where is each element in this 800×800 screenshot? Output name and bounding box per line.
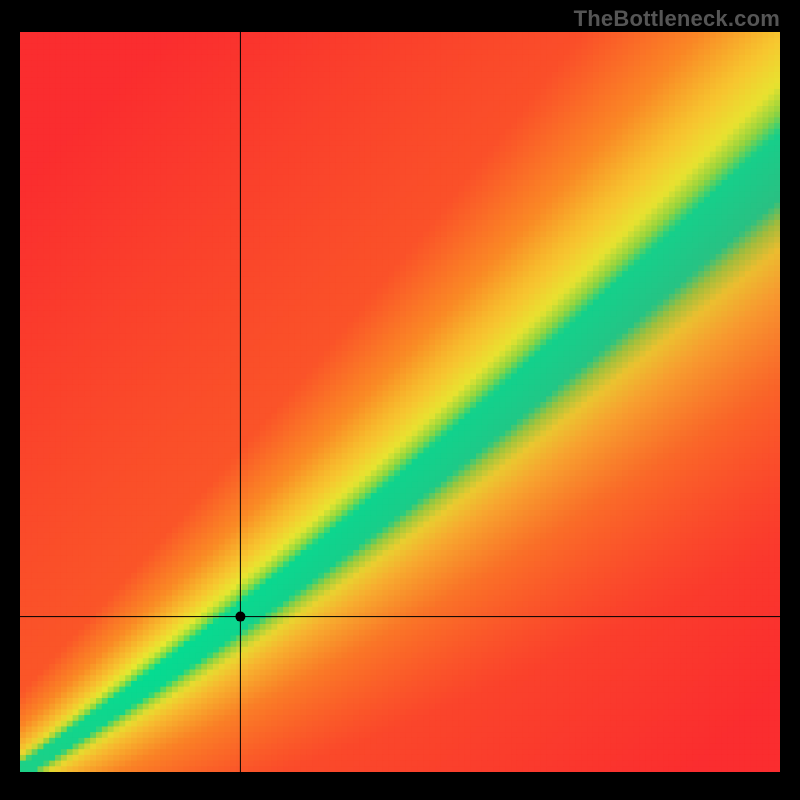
heatmap-canvas: [20, 32, 780, 772]
bottleneck-heatmap: [20, 32, 780, 772]
root-container: TheBottleneck.com: [0, 0, 800, 800]
watermark-text: TheBottleneck.com: [574, 6, 780, 32]
